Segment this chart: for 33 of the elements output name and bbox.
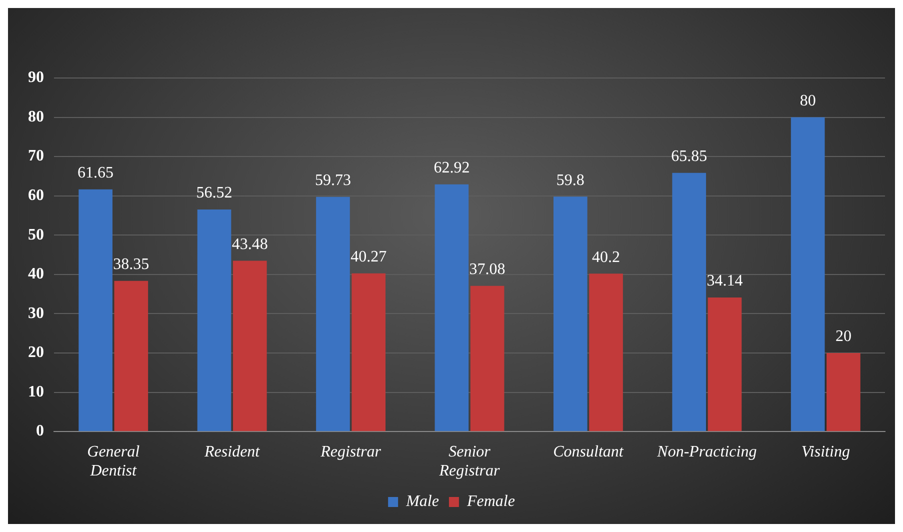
data-label: 40.27 bbox=[350, 248, 387, 266]
y-tick-label: 40 bbox=[28, 266, 44, 283]
x-tick-label: Resident bbox=[204, 443, 260, 460]
data-label: 65.85 bbox=[671, 148, 708, 166]
data-label: 56.52 bbox=[196, 184, 232, 202]
y-tick-label: 70 bbox=[28, 148, 44, 165]
data-label: 38.35 bbox=[113, 256, 150, 274]
data-label: 80 bbox=[800, 92, 816, 110]
y-tick-label: 60 bbox=[28, 187, 44, 204]
y-tick-label: 0 bbox=[36, 422, 44, 440]
data-label: 40.2 bbox=[592, 248, 620, 266]
y-tick-label: 30 bbox=[28, 304, 44, 322]
y-tick-label: 20 bbox=[28, 344, 44, 362]
x-tick-label: General Dentist bbox=[87, 443, 140, 480]
x-tick-label: Non-Practicing bbox=[656, 443, 757, 460]
data-label: 37.08 bbox=[469, 261, 506, 278]
legend-label: Female bbox=[466, 493, 515, 510]
x-tick-label: Registrar bbox=[320, 443, 382, 460]
data-label: 34.14 bbox=[706, 272, 743, 290]
legend-label: Male bbox=[405, 493, 439, 510]
y-tick-label: 90 bbox=[28, 69, 44, 86]
y-tick-label: 50 bbox=[28, 226, 44, 244]
data-label: 59.8 bbox=[556, 172, 584, 189]
y-tick-label: 80 bbox=[28, 108, 44, 126]
x-tick-label: Visiting bbox=[801, 443, 850, 460]
data-label: 20 bbox=[835, 328, 852, 346]
data-label: 61.65 bbox=[78, 164, 114, 182]
x-tick-label: Senior Registrar bbox=[438, 443, 500, 480]
data-label: 59.73 bbox=[314, 172, 351, 190]
data-label: 62.92 bbox=[434, 160, 470, 177]
data-label: 43.48 bbox=[232, 236, 268, 253]
x-tick-label: Consultant bbox=[553, 443, 624, 460]
y-tick-label: 10 bbox=[28, 383, 44, 400]
